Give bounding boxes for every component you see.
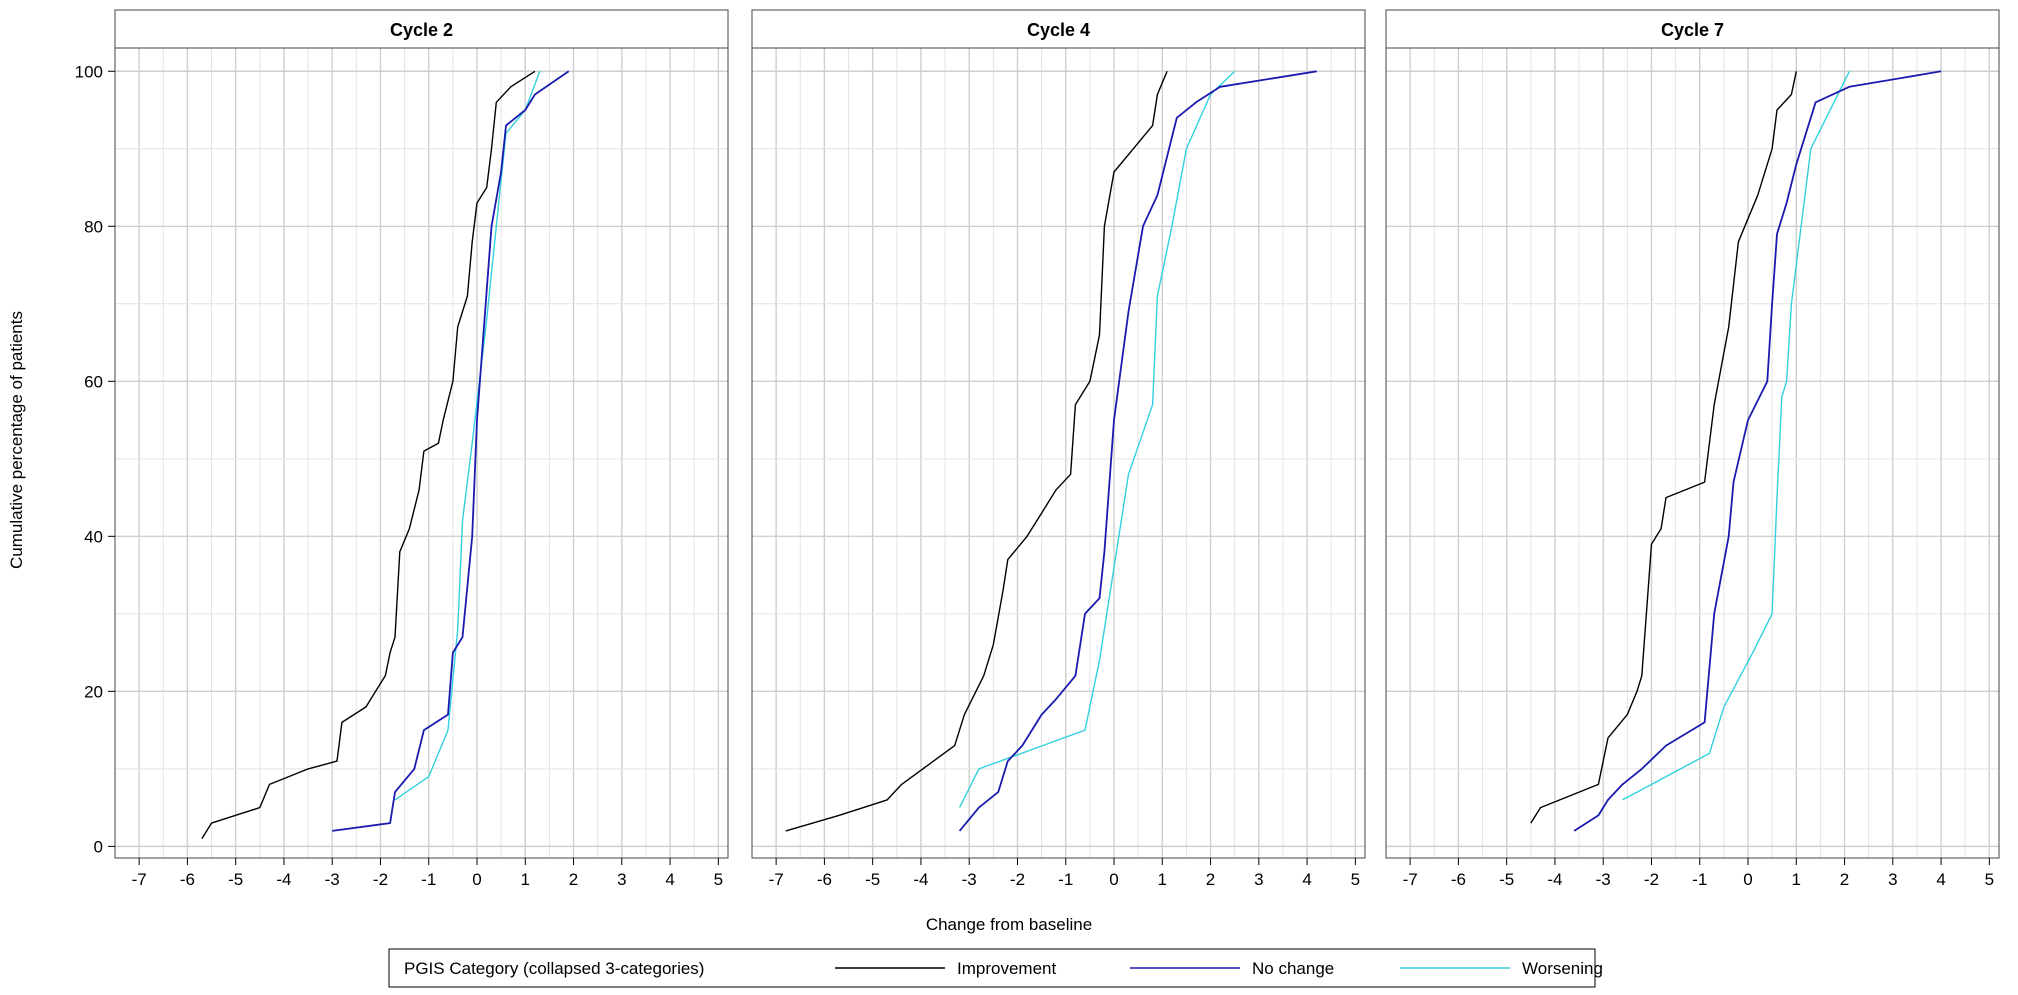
panels-layer: Cycle 2-7 -6 -5 -4 -3 -2 -1 0 1 2 3 4 5020406080100C…: [75, 9, 2000, 889]
y-tick-label: 80: [84, 217, 103, 236]
x-tick-label: -3: [962, 870, 977, 889]
panel-title: Cycle 4: [1027, 20, 1090, 40]
legend-label-improvement: Improvement: [957, 959, 1056, 978]
plot-area: [752, 48, 1365, 858]
y-tick-label: 20: [84, 682, 103, 701]
x-tick-label: -3: [325, 870, 340, 889]
panel-2: Cycle 4 -7 -6 -5 -4 -3 -2 -1 0 1 2 3 4 5: [751, 9, 1366, 889]
x-tick-label: 2: [569, 870, 578, 889]
legend-label-no-change: No change: [1252, 959, 1334, 978]
x-tick-label: -2: [373, 870, 388, 889]
x-tick-label: 4: [665, 870, 674, 889]
plot-area: [1386, 48, 1999, 858]
series-line-improvement: [201, 70, 536, 839]
x-tick-label: 5: [1351, 870, 1360, 889]
legend-label-worsening: Worsening: [1522, 959, 1603, 978]
panel-title: Cycle 2: [390, 20, 453, 40]
panel-header: [751, 9, 1366, 49]
x-axis-title: Change from baseline: [926, 915, 1092, 934]
x-tick-label: 2: [1206, 870, 1215, 889]
x-tick-label: -7: [1403, 870, 1418, 889]
plot-area: [115, 48, 728, 858]
x-tick-label: -5: [865, 870, 880, 889]
y-axis-title: Cumulative percentage of patients: [7, 311, 26, 569]
x-tick-label: 4: [1302, 870, 1311, 889]
y-tick-label: 60: [84, 372, 103, 391]
panel-border: [1385, 47, 2000, 859]
x-tick-label: 5: [1985, 870, 1994, 889]
x-tick-label: 3: [617, 870, 626, 889]
x-tick-label: 0: [472, 870, 481, 889]
x-tick-label: -1: [1692, 870, 1707, 889]
panel-title: Cycle 7: [1661, 20, 1724, 40]
panel-1: Cycle 2 -7 -6 -5 -4 -3 -2 -1 0 1 2 3 4 5 0 20 40 60 80 100: [75, 9, 729, 889]
legend: PGIS Category (collapsed 3-categories) I…: [388, 948, 1603, 988]
x-tick-label: 2: [1840, 870, 1849, 889]
series-line-no-change: [1573, 70, 1942, 832]
x-tick-label: -6: [180, 870, 195, 889]
panel-header: [1385, 9, 2000, 49]
x-tick-label: 3: [1254, 870, 1263, 889]
series-line-worsening: [1622, 70, 1851, 801]
x-tick-label: -1: [421, 870, 436, 889]
x-tick-label: -2: [1010, 870, 1025, 889]
x-tick-label: -7: [769, 870, 784, 889]
x-tick-label: -5: [228, 870, 243, 889]
series-line-worsening: [958, 70, 1236, 808]
legend-frame: [388, 948, 1596, 988]
panel-header: [114, 9, 729, 49]
x-tick-label: -6: [817, 870, 832, 889]
x-tick-label: 5: [714, 870, 723, 889]
legend-title: PGIS Category (collapsed 3-categories): [404, 959, 704, 978]
x-tick-label: -7: [132, 870, 147, 889]
x-tick-label: -1: [1058, 870, 1073, 889]
x-tick-label: -4: [1547, 870, 1562, 889]
x-tick-label: -4: [913, 870, 928, 889]
y-tick-label: 40: [84, 527, 103, 546]
x-tick-label: -4: [276, 870, 291, 889]
x-tick-label: 3: [1888, 870, 1897, 889]
series-line-no-change: [332, 70, 570, 832]
y-tick-label: 100: [75, 62, 103, 81]
legend-entries: Improvement No change Worsening: [835, 959, 1603, 978]
x-tick-label: 1: [1792, 870, 1801, 889]
series-line-no-change: [958, 70, 1317, 832]
x-tick-label: -5: [1499, 870, 1514, 889]
series-line-worsening: [394, 71, 541, 801]
panel-3: Cycle 7 -7 -6 -5 -4 -3 -2 -1 0 1 2 3 4 5: [1385, 9, 2000, 889]
x-tick-label: 0: [1109, 870, 1118, 889]
y-tick-label: 0: [94, 837, 103, 856]
x-tick-label: -2: [1644, 870, 1659, 889]
series-line-improvement: [1530, 71, 1797, 824]
x-tick-label: 1: [1158, 870, 1167, 889]
x-tick-label: -6: [1451, 870, 1466, 889]
x-tick-label: -3: [1596, 870, 1611, 889]
panel-border: [114, 47, 729, 859]
x-tick-label: 0: [1743, 870, 1752, 889]
x-tick-label: 4: [1936, 870, 1945, 889]
panel-border: [751, 47, 1366, 859]
series-line-improvement: [785, 71, 1168, 832]
x-tick-label: 1: [521, 870, 530, 889]
